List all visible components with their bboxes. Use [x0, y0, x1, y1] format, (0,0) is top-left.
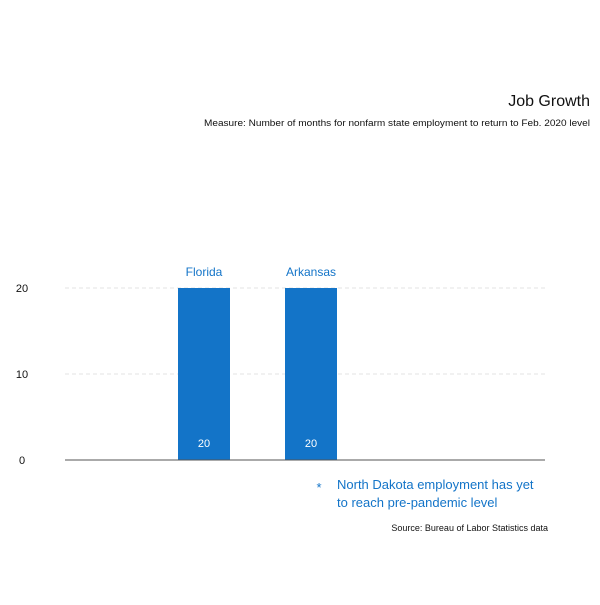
y-tick-label: 0	[19, 455, 25, 467]
bar-florida	[178, 288, 230, 460]
category-label: Florida	[186, 265, 223, 279]
source-note: Source: Bureau of Labor Statistics data	[391, 523, 548, 533]
annotation-line-2: to reach pre-pandemic level	[337, 495, 498, 510]
bars: Florida 20 Arkansas 20	[178, 265, 337, 460]
data-label: 20	[198, 438, 210, 450]
y-tick-label: 10	[16, 369, 28, 381]
y-axis-ticks: 0 10 20	[16, 283, 28, 467]
annotation-marker: *	[316, 480, 321, 495]
bar-arkansas	[285, 288, 337, 460]
data-label: 20	[305, 438, 317, 450]
y-tick-label: 20	[16, 283, 28, 295]
category-label: Arkansas	[286, 265, 336, 279]
chart-subtitle: Measure: Number of months for nonfarm st…	[204, 118, 590, 128]
chart-title: Job Growth	[508, 93, 590, 110]
annotation-line-1: North Dakota employment has yet	[337, 477, 534, 492]
